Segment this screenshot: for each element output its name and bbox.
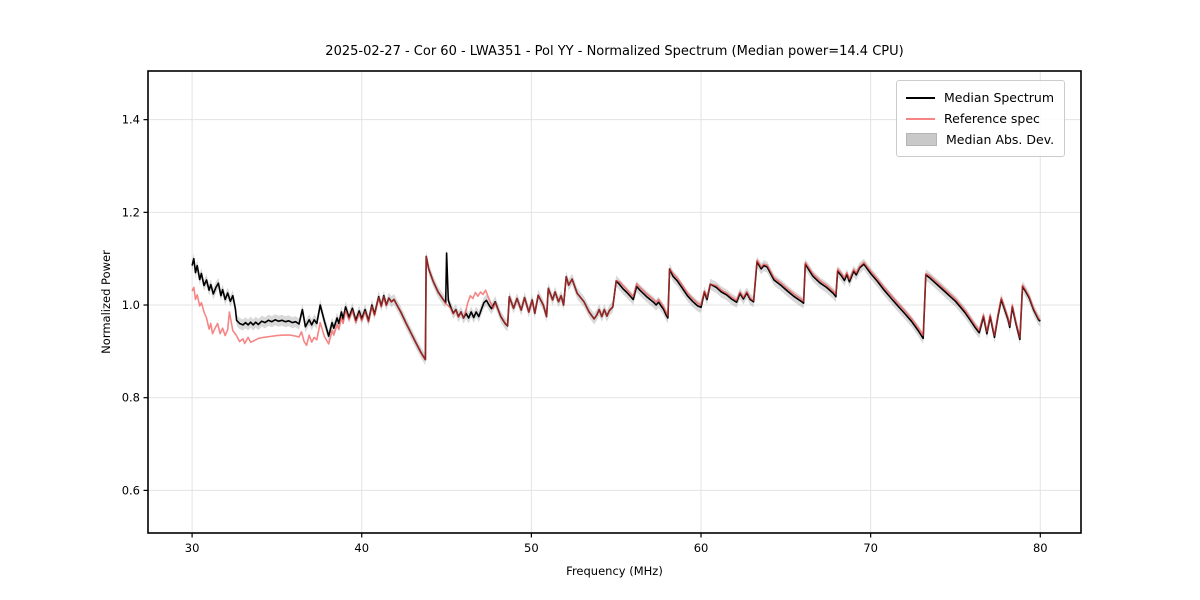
y-tick-label: 1.0	[122, 298, 140, 312]
y-tick-label: 0.6	[122, 483, 140, 497]
legend: Median Spectrum Reference spec Median Abs.…	[896, 80, 1066, 157]
x-tick-label: 50	[524, 541, 539, 555]
chart-title: 2025-02-27 - Cor 60 - LWA351 - Pol YY - …	[325, 44, 904, 59]
legend-line-swatch	[906, 117, 935, 120]
y-tick-label: 1.4	[122, 113, 140, 127]
x-tick-label: 40	[354, 541, 369, 555]
y-tick-label: 0.8	[122, 391, 140, 405]
y-axis-label: Normalized Power	[99, 250, 113, 354]
legend-entry: Reference spec	[906, 108, 1054, 129]
x-tick-label: 30	[185, 541, 200, 555]
x-tick-label: 80	[1033, 541, 1048, 555]
legend-entry: Median Abs. Dev.	[906, 129, 1054, 150]
legend-patch-swatch	[906, 133, 937, 146]
x-tick-label: 70	[863, 541, 878, 555]
legend-label: Median Spectrum	[944, 90, 1055, 105]
legend-label: Reference spec	[944, 111, 1040, 126]
y-tick-label: 1.2	[122, 205, 140, 219]
x-axis-label: Frequency (MHz)	[566, 564, 663, 578]
legend-label: Median Abs. Dev.	[946, 132, 1055, 147]
plot-border	[147, 70, 1082, 534]
reference-spec-line	[191, 255, 1041, 361]
median-spectrum-line	[191, 252, 1041, 361]
legend-line-swatch	[906, 96, 935, 99]
x-tick-label: 60	[694, 541, 709, 555]
legend-entry: Median Spectrum	[906, 87, 1054, 108]
